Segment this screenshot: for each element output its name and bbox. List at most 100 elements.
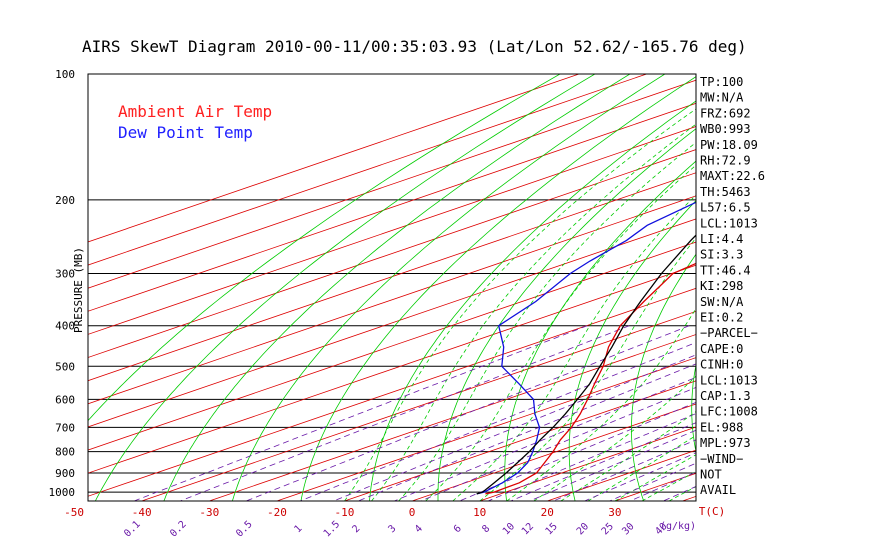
bottom-temp-tick-label: 30 — [608, 506, 621, 519]
temp-unit-label: T(C) — [699, 505, 726, 518]
index-line: −WIND− — [700, 452, 743, 466]
index-line: MPL:973 — [700, 436, 751, 450]
grid-lines — [88, 74, 870, 501]
bottom-temp-tick-label: 10 — [473, 506, 486, 519]
isotherm-line — [88, 102, 696, 312]
index-line: NOT — [700, 468, 722, 482]
isotherm-line — [88, 218, 696, 428]
index-line: −PARCEL− — [700, 326, 758, 340]
mixing-ratio-tick-label: 4 — [413, 523, 425, 535]
bottom-temp-tick-label: 0 — [409, 506, 416, 519]
mixing-ratio-line — [420, 387, 696, 501]
dry-adiabat-line — [94, 74, 596, 501]
mixing-ratio-tick-label: 10 — [501, 521, 517, 537]
pressure-tick-label: 300 — [55, 268, 75, 281]
index-line: CAPE:0 — [700, 342, 743, 356]
ambient-air-temp-line — [485, 262, 696, 495]
bottom-temp-tick-label: -10 — [335, 506, 355, 519]
dry-adiabat-line — [691, 363, 696, 454]
mixing-ratio-line — [663, 485, 696, 501]
dry-adiabat-line — [300, 76, 696, 501]
isotherm-line — [411, 403, 696, 501]
mixing-ratio-tick-label: 0.5 — [234, 519, 255, 540]
mixing-ratio-line — [630, 471, 696, 501]
moist-adiabat-line — [533, 375, 696, 501]
index-line: MAXT:22.6 — [700, 169, 765, 183]
index-line: WB0:993 — [700, 122, 751, 136]
moist-adiabat-line — [587, 435, 696, 501]
moist-adiabat-line — [452, 194, 696, 501]
index-line: CAP:1.3 — [700, 389, 751, 403]
mixing-ratio-line — [134, 325, 588, 501]
mixing-ratio-tick-label: 8 — [480, 523, 492, 535]
legend-dew-point-temp: Dew Point Temp — [118, 123, 253, 142]
plot-frame — [87, 73, 697, 502]
mixing-ratio-line — [510, 422, 696, 501]
isotherm-line — [547, 449, 696, 501]
mixing-ratio-tick-label: 20 — [575, 521, 591, 537]
index-line: LFC:1008 — [700, 405, 758, 419]
moist-adiabat-line — [614, 454, 696, 501]
dry-adiabat-line — [163, 74, 631, 501]
dry-adiabat-line — [807, 74, 870, 501]
isotherm-line — [88, 195, 696, 405]
legend-ambient-air-temp: Ambient Air Temp — [118, 102, 272, 121]
isotherm-line — [750, 74, 870, 501]
isotherm-line — [88, 79, 696, 289]
dry-adiabat-line — [750, 74, 870, 501]
index-line: TT:46.4 — [700, 263, 751, 277]
index-line: LCL:1013 — [700, 373, 758, 387]
mixing-ratio-line — [358, 363, 696, 501]
mixing-ratio-tick-label: 25 — [600, 521, 616, 537]
dry-adiabat-line — [437, 128, 696, 501]
pressure-tick-label: 400 — [55, 320, 75, 333]
isotherm-line — [88, 264, 696, 474]
mixing-ratio-line — [529, 429, 696, 501]
index-line: FRZ:692 — [700, 106, 751, 120]
mixing-ratio-tick-label: 15 — [544, 521, 560, 537]
mixing-ratio-line — [609, 462, 696, 501]
mixing-ratio-line — [300, 342, 696, 501]
dry-adiabat-line — [88, 74, 561, 422]
pressure-tick-label: 600 — [55, 393, 75, 406]
index-line: KI:298 — [700, 279, 743, 293]
index-line: EI:0.2 — [700, 311, 743, 325]
moist-adiabat-line — [398, 141, 696, 501]
index-line: LI:4.4 — [700, 232, 743, 246]
isotherm-line — [88, 241, 696, 451]
dew-point-temp-line — [476, 201, 696, 495]
moist-adiabat-line — [425, 164, 696, 501]
mixing-ratio-tick-label: 1 — [292, 523, 304, 535]
index-line: TH:5463 — [700, 185, 751, 199]
isotherm-line — [88, 126, 696, 335]
isotherm-line — [344, 380, 696, 501]
index-line: TP:100 — [700, 75, 743, 89]
pressure-tick-label: 800 — [55, 446, 75, 459]
mixing-ratio-line — [180, 325, 630, 501]
chart-title: AIRS SkewT Diagram 2010-00-11/00:35:03.9… — [82, 37, 747, 56]
index-line: AVAIL — [700, 483, 736, 497]
index-line: SW:N/A — [700, 295, 744, 309]
isotherm-line — [276, 357, 696, 501]
pressure-tick-label: 500 — [55, 360, 75, 373]
mixing-ratio-tick-label: 0.1 — [122, 519, 143, 540]
mixing-ratio-tick-label: 0.2 — [168, 519, 189, 540]
pressure-tick-label: 700 — [55, 421, 75, 434]
pressure-tick-label: 1000 — [49, 486, 76, 499]
index-line: EL:988 — [700, 420, 743, 434]
mixing-ratio-tick-label: 12 — [520, 521, 536, 537]
y-axis-label: PRESSURE (MB) — [72, 247, 85, 333]
isotherm-line — [209, 334, 696, 501]
mixing-ratio-line — [246, 325, 690, 501]
isotherm-line — [479, 426, 696, 501]
mixing-ratio-line — [487, 413, 696, 501]
bottom-temp-tick-label: 20 — [541, 506, 554, 519]
bottom-temp-tick-label: -20 — [267, 506, 287, 519]
parcel-path-line — [476, 234, 696, 495]
mixing-ratio-tick-label: 1.5 — [322, 519, 343, 540]
mixing-ratio-tick-label: 30 — [620, 521, 636, 537]
isotherm-line — [88, 74, 647, 266]
moist-adiabat-line — [506, 307, 696, 501]
